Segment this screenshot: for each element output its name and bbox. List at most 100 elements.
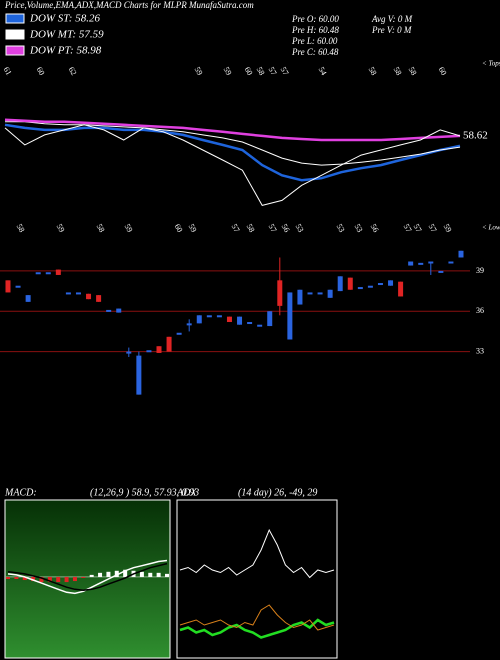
low-label: 53	[294, 222, 306, 233]
candle-body	[377, 283, 383, 286]
low-label: 60	[173, 222, 185, 233]
candle-body	[96, 295, 102, 302]
y-tick-label: 39	[476, 266, 484, 275]
histogram-bar	[148, 572, 153, 577]
top-label: 60	[243, 65, 255, 76]
lows-label: < Lows	[482, 224, 500, 232]
candle-body	[156, 346, 162, 353]
info-text: Avg V: 0 M	[371, 14, 413, 24]
top-label: 60	[437, 65, 449, 76]
candle-body	[5, 280, 11, 293]
y-tick-label: 36	[476, 306, 484, 315]
candle-body	[86, 293, 92, 300]
candle-body	[438, 270, 444, 273]
adx-title: ADX	[176, 487, 197, 498]
low-label: 59	[55, 222, 67, 233]
legend-label: DOW ST: 58.26	[29, 13, 100, 25]
top-label: 54	[317, 65, 329, 76]
info-text: Pre L: 60.00	[291, 36, 338, 46]
candle-body	[418, 262, 424, 265]
candle-body	[247, 322, 253, 325]
low-label: 59	[442, 222, 454, 233]
candle-body	[267, 311, 273, 327]
candle-body	[287, 292, 293, 340]
macd-line	[7, 562, 168, 592]
candle-body	[337, 276, 343, 292]
candle-body	[327, 289, 333, 298]
histogram-bar	[165, 573, 169, 577]
top-label: 58	[392, 65, 404, 76]
low-label: 58	[245, 222, 257, 233]
tops-label: < Tops	[482, 60, 500, 68]
histogram-bar	[39, 576, 44, 583]
y-tick-label: 33	[476, 346, 484, 355]
info-text: Pre V: 0 M	[371, 25, 412, 35]
candle-body	[15, 285, 21, 288]
histogram-bar	[22, 576, 27, 581]
candle-body	[357, 287, 363, 290]
candle-body	[458, 250, 464, 258]
candle-body	[257, 324, 263, 327]
low-label: 53	[353, 222, 365, 233]
candle-body	[35, 272, 41, 275]
candle-body	[45, 272, 51, 275]
low-label: 59	[187, 222, 199, 233]
candle-body	[237, 316, 243, 325]
low-label: 57	[412, 222, 424, 233]
low-label: 57	[230, 222, 242, 233]
low-label: 58	[95, 222, 107, 233]
histogram-bar	[81, 576, 86, 578]
top-label: 60	[35, 65, 47, 76]
legend-swatch	[5, 29, 25, 40]
low-label: 56	[369, 222, 381, 233]
candle-body	[216, 315, 222, 318]
legend-label: DOW MT: 57.59	[29, 29, 104, 41]
candle-body	[196, 315, 202, 324]
candle-body	[176, 332, 182, 335]
ema-line	[5, 121, 461, 166]
histogram-bar	[72, 576, 77, 582]
low-label: 58	[15, 222, 27, 233]
histogram-bar	[56, 576, 61, 583]
info-text: Pre O: 60.00	[291, 14, 339, 24]
candle-body	[448, 261, 454, 264]
candle-body	[408, 261, 414, 266]
low-label: 53	[335, 222, 347, 233]
legend-swatch	[5, 45, 25, 56]
macd-subtitle: (12,26,9 ) 58.9, 57.93, 0.93	[90, 487, 199, 498]
top-label: 57	[279, 65, 291, 76]
low-label: 57	[267, 222, 279, 233]
candle-body	[226, 316, 232, 323]
candle-body	[116, 308, 122, 313]
histogram-bar	[47, 576, 52, 583]
histogram-bar	[14, 576, 19, 579]
ema-line	[4, 123, 461, 182]
candle-body	[367, 285, 373, 288]
low-label: 59	[123, 222, 135, 233]
top-label: 62	[67, 65, 79, 76]
candle-body	[388, 280, 394, 286]
candle-body	[146, 350, 152, 353]
adx-line	[179, 618, 335, 639]
candle-body	[206, 315, 212, 318]
info-text: Pre H: 60.48	[291, 25, 339, 35]
candle-body	[136, 355, 142, 395]
candle-body	[186, 323, 192, 326]
histogram-bar	[156, 572, 161, 577]
top-label: 58	[367, 65, 379, 76]
candle-body	[65, 292, 71, 295]
histogram-bar	[98, 572, 103, 577]
title: Price,Volume,EMA,ADX,MACD Charts for MLP…	[4, 0, 254, 10]
candle-body	[317, 292, 323, 295]
histogram-bar	[139, 571, 144, 577]
info-text: Pre C: 60.48	[291, 47, 339, 57]
adx-subtitle: (14 day) 26, -49, 29	[238, 487, 317, 498]
price-line	[4, 124, 461, 206]
low-label: 56	[280, 222, 292, 233]
top-label: 59	[193, 65, 205, 76]
top-label: 59	[222, 65, 234, 76]
macd-title: MACD:	[4, 487, 37, 498]
histogram-bar	[114, 570, 119, 577]
